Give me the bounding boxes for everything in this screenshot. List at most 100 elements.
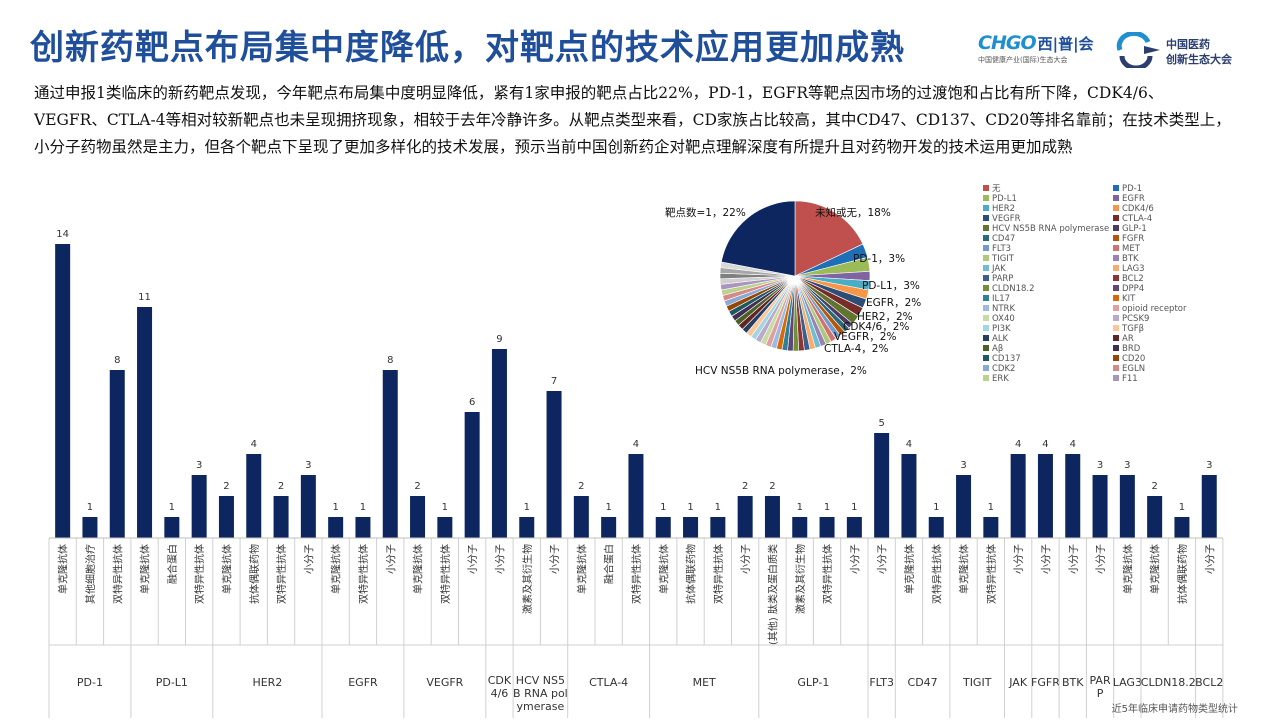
group-label: P xyxy=(1097,687,1104,700)
group-label: JAK xyxy=(1008,676,1028,689)
legend-swatch xyxy=(1113,235,1119,241)
legend-swatch xyxy=(1113,285,1119,291)
legend-label: CD137 xyxy=(992,354,1021,364)
group-label: CDK xyxy=(488,674,512,687)
group-label: HCV NS5 xyxy=(516,674,565,687)
pie-slice-label: 未知或无，18% xyxy=(815,206,891,219)
legend-label: GLP-1 xyxy=(1122,224,1147,234)
bar-value-label: 1 xyxy=(797,502,803,513)
legend-label: BTK xyxy=(1122,254,1139,264)
bar-value-label: 1 xyxy=(988,502,994,513)
group-label: 4/6 xyxy=(491,687,509,700)
bar-value-label: 7 xyxy=(551,376,557,387)
bar-value-label: 3 xyxy=(1124,460,1130,471)
pie-slice-label: CDK4/6，2% xyxy=(843,321,909,333)
bar-value-label: 4 xyxy=(633,439,639,450)
legend-label: NTRK xyxy=(992,304,1015,314)
bar xyxy=(737,496,753,538)
bar xyxy=(1092,475,1108,538)
bar-value-label: 1 xyxy=(360,502,366,513)
bar-value-label: 2 xyxy=(414,481,420,492)
bar xyxy=(191,475,207,538)
bar-value-label: 1 xyxy=(442,502,448,513)
legend-swatch xyxy=(983,335,989,341)
group-label: PD-L1 xyxy=(156,676,188,689)
category-label: 小分子 xyxy=(549,544,561,574)
legend-label: PCSK9 xyxy=(1122,314,1149,324)
bar xyxy=(764,496,780,538)
group-label: BTK xyxy=(1062,676,1084,689)
legend-swatch xyxy=(983,375,989,381)
category-label: 双特异性抗体 xyxy=(193,544,206,604)
bar xyxy=(901,454,917,538)
legend-swatch xyxy=(983,305,989,311)
pie-slice-label: EGFR，2% xyxy=(866,297,921,309)
legend-swatch xyxy=(1113,265,1119,271)
group-label: CTLA-4 xyxy=(589,676,628,689)
category-label: 小分子 xyxy=(849,544,861,574)
category-label: 其他细胞治疗 xyxy=(84,544,97,604)
bar xyxy=(55,244,71,538)
legend-swatch xyxy=(1113,255,1119,261)
bar xyxy=(628,454,644,538)
legend-label: FLT3 xyxy=(992,244,1011,254)
legend-swatch xyxy=(1113,295,1119,301)
bar-value-label: 8 xyxy=(387,355,393,366)
category-label: 激素及其衍生物 xyxy=(794,544,807,614)
category-label: 单克隆抗体 xyxy=(220,544,233,594)
group-label: FLT3 xyxy=(869,676,894,689)
category-label: 单克隆抗体 xyxy=(575,544,588,594)
category-label: 双特异性抗体 xyxy=(111,544,124,604)
bar-value-label: 4 xyxy=(251,439,257,450)
bar xyxy=(1174,517,1190,538)
chgo-logo: CHGO 西|普|会 中国健康产业(国际)生态大会 xyxy=(978,32,1108,68)
legend-label: FGFR xyxy=(1122,234,1144,244)
category-label: 单克隆抗体 xyxy=(657,544,670,594)
legend-label: IL17 xyxy=(992,294,1010,304)
bar-value-label: 11 xyxy=(138,292,151,303)
logo-subtitle: 中国健康产业(国际)生态大会 xyxy=(978,56,1068,64)
category-label: 单克隆抗体 xyxy=(412,544,425,594)
legend-swatch xyxy=(983,315,989,321)
bar-value-label: 6 xyxy=(469,397,475,408)
source-note: 近5年临床申请药物类型统计 xyxy=(1111,704,1238,715)
bar xyxy=(846,517,862,538)
group-label: GLP-1 xyxy=(797,676,829,689)
logo-mark: CHGO xyxy=(978,32,1037,54)
bar-value-label: 1 xyxy=(851,502,857,513)
bar xyxy=(956,475,972,538)
bar-value-label: 1 xyxy=(332,502,338,513)
group-label: EGFR xyxy=(348,676,378,689)
group-label: CLDN18.2 xyxy=(1141,676,1196,689)
legend-label: Aβ xyxy=(992,344,1003,354)
category-label: 单克隆抗体 xyxy=(1149,544,1162,594)
pie-slice-label: 靶点数=1，22% xyxy=(665,206,746,219)
bar xyxy=(437,517,453,538)
group-label: B RNA pol xyxy=(513,687,568,700)
bar xyxy=(683,517,699,538)
bar-value-label: 4 xyxy=(1042,439,1048,450)
category-label: 小分子 xyxy=(877,544,889,574)
group-label: BCL2 xyxy=(1195,676,1223,689)
legend-label: TIGIT xyxy=(991,254,1015,264)
legend-swatch xyxy=(983,265,989,271)
bar-value-label: 1 xyxy=(715,502,721,513)
group-label: FGFR xyxy=(1031,676,1060,689)
bar-value-label: 3 xyxy=(1206,460,1212,471)
category-label: 单克隆抗体 xyxy=(1121,544,1134,594)
legend-label: ERK xyxy=(992,374,1009,384)
bar xyxy=(928,517,944,538)
bar-value-label: 4 xyxy=(1070,439,1076,450)
bar-value-label: 5 xyxy=(878,418,884,429)
bar xyxy=(1010,454,1026,538)
legend-label: EGFR xyxy=(1122,194,1145,204)
legend-label: PD-1 xyxy=(1122,184,1142,194)
page-title: 创新药靶点布局集中度降低，对靶点的技术应用更加成熟 xyxy=(30,28,905,68)
legend-swatch xyxy=(983,295,989,301)
category-label: 抗体偶联药物 xyxy=(248,544,261,604)
legend-swatch xyxy=(1113,225,1119,231)
bar-value-label: 2 xyxy=(769,481,775,492)
bar-value-label: 1 xyxy=(524,502,530,513)
bar-value-label: 1 xyxy=(687,502,693,513)
bar xyxy=(246,454,262,538)
